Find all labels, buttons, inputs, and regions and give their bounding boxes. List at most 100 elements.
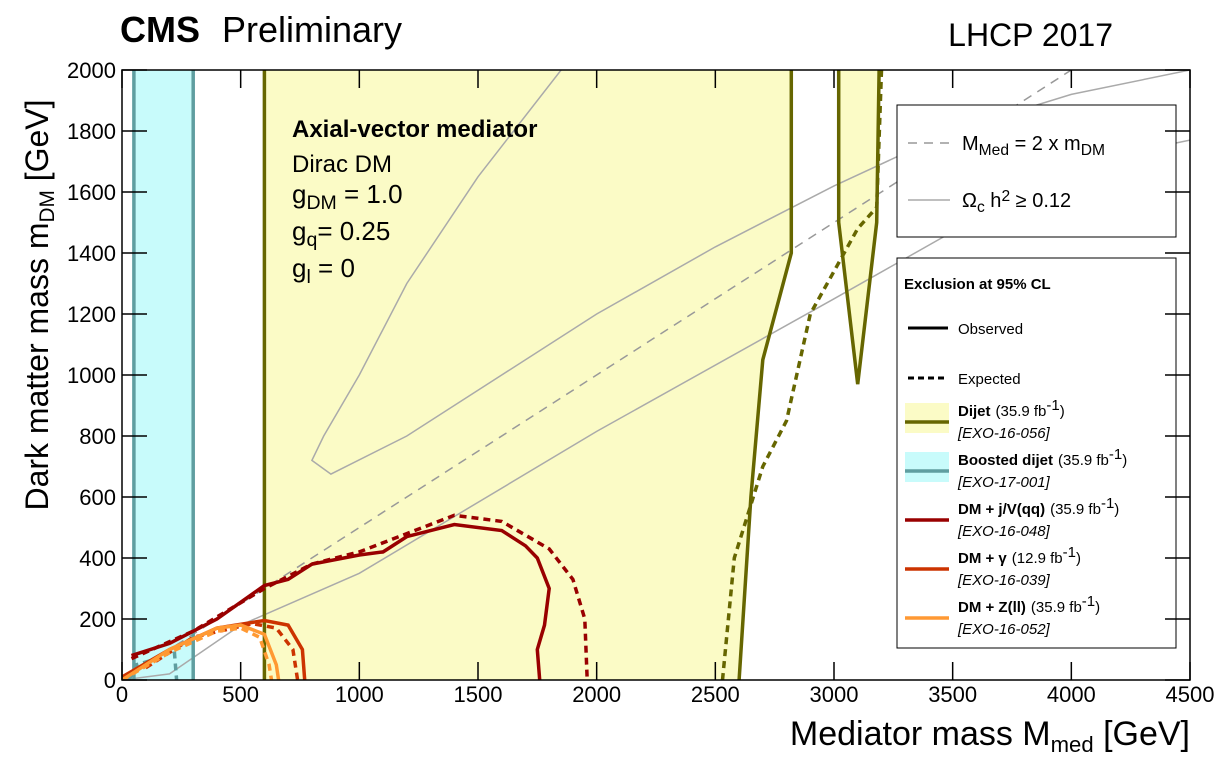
legend-label-part: h (985, 190, 1002, 212)
legend-lumi-close: ) (1122, 452, 1127, 469)
legend-ref: [EXO-16-052] (957, 621, 1051, 638)
legend-label: Observed (958, 321, 1023, 338)
legend-label: Boosted dijet (35.9 fb-1) (958, 446, 1127, 469)
coupling: gl = 0 (292, 253, 355, 288)
x-tick-label: 500 (222, 682, 259, 707)
legend-lumi: (12.9 fb (1012, 550, 1063, 567)
x-tick-label: 3500 (928, 682, 977, 707)
coupling-part: g (292, 216, 306, 246)
legend-label-part: Ω (962, 190, 977, 212)
x-tick-label: 0 (116, 682, 128, 707)
legend-lumi-close: ) (1076, 550, 1081, 567)
x-axis-title-part: [GeV] (1094, 715, 1190, 753)
coupling-part: g (292, 179, 306, 209)
coupling-part: = 0 (311, 253, 355, 283)
x-tick-label: 4500 (1166, 682, 1215, 707)
y-tick-label: 400 (79, 546, 116, 571)
conference: LHCP 2017 (948, 17, 1113, 53)
observed-contour (262, 70, 881, 680)
legend-ref: [EXO-16-039] (957, 572, 1051, 589)
status: Preliminary (222, 9, 402, 50)
y-tick-label: 1200 (67, 302, 116, 327)
y-axis-title-part: Dark matter mass m (19, 223, 55, 511)
x-axis-title-part: Mediator mass M (790, 715, 1051, 753)
y-tick-label: 1400 (67, 241, 116, 266)
legend-label: Expected (958, 371, 1021, 388)
legend-lumi-close: ) (1095, 599, 1100, 616)
x-tick-label: 4000 (1047, 682, 1096, 707)
observed-contour (122, 623, 281, 680)
coupling-part: = 1.0 (337, 179, 403, 209)
legend-lumi: (35.9 fb (996, 403, 1047, 420)
expected-contour (122, 626, 274, 680)
fill-layer (133, 70, 880, 680)
legend-swatch (905, 452, 949, 482)
annotation-title: Axial-vector mediator (292, 116, 537, 143)
coupling: gDM = 1.0 (292, 179, 403, 214)
legend-lumi-exp: -1 (1082, 593, 1095, 610)
x-axis-title: Mediator mass Mmed [GeV] (790, 715, 1190, 757)
legend-name: Boosted dijet (958, 452, 1053, 469)
legend-label-part: ≥ 0.12 (1010, 190, 1071, 212)
y-axis-title: Dark matter mass mDM [GeV] (19, 99, 59, 510)
y-tick-label: 2000 (67, 58, 116, 83)
legend-label: MMed = 2 x mDM (962, 133, 1105, 159)
legend-ref: [EXO-16-048] (957, 523, 1051, 540)
legend-lumi-exp: -1 (1101, 495, 1114, 512)
legend-label: Ωc h2 ≥ 0.12 (962, 188, 1071, 216)
legend-lumi-exp: -1 (1063, 544, 1076, 561)
expected-contour (720, 70, 884, 680)
legend-lumi: (35.9 fb (1050, 501, 1101, 518)
y-axis-title-part: DM (36, 190, 59, 222)
legend-label-part: c (977, 199, 985, 216)
legend-title: Exclusion at 95% CL (904, 276, 1051, 293)
x-axis-title-part: med (1051, 732, 1094, 757)
coupling-part: DM (306, 192, 336, 214)
legend-lumi-close: ) (1060, 403, 1065, 420)
legend-name: DM + γ (958, 550, 1007, 567)
exclusion-region (264, 70, 792, 680)
exclusion-region (133, 70, 194, 680)
reference-line (122, 70, 1072, 680)
x-tick-label: 2000 (572, 682, 621, 707)
legend-swatch (905, 403, 949, 433)
annotation-model: Dirac DM (292, 151, 392, 178)
coupling-part: l (306, 266, 310, 288)
legend-name: DM + j/V(qq) (958, 501, 1045, 518)
legend-label-part: 2 (1001, 188, 1010, 205)
legend-ref: [EXO-16-056] (957, 425, 1051, 442)
y-tick-label: 0 (104, 668, 116, 693)
legend-label: Dijet (35.9 fb-1) (958, 397, 1065, 420)
legend-label-part: DM (1081, 142, 1105, 159)
y-tick-label: 1600 (67, 180, 116, 205)
x-tick-label: 1000 (335, 682, 384, 707)
y-axis-title-part: [GeV] (19, 99, 55, 190)
legend-box (896, 104, 1177, 238)
legend-lumi-exp: -1 (1109, 446, 1122, 463)
legend-label: DM + γ (12.9 fb-1) (958, 544, 1081, 567)
y-tick-label: 1000 (67, 363, 116, 388)
coupling-part: g (292, 253, 306, 283)
observed-contour (130, 522, 551, 680)
coupling: gq= 0.25 (292, 216, 390, 251)
legend-ref: [EXO-17-001] (957, 474, 1051, 491)
legend-label: DM + Z(ll) (35.9 fb-1) (958, 593, 1100, 616)
coupling-part: q (306, 229, 317, 251)
coupling-part: = 0.25 (317, 216, 390, 246)
legend-name: DM + Z(ll) (958, 599, 1026, 616)
y-tick-label: 200 (79, 607, 116, 632)
legend-lumi-close: ) (1114, 501, 1119, 518)
legend-name: Dijet (958, 403, 991, 420)
x-tick-label: 2500 (691, 682, 740, 707)
y-tick-label: 800 (79, 424, 116, 449)
legend-lumi: (35.9 fb (1058, 452, 1109, 469)
expected-contour (144, 621, 300, 680)
legend-label-part: = 2 x m (1009, 133, 1081, 155)
legend-label: DM + j/V(qq) (35.9 fb-1) (958, 495, 1119, 518)
legend-lumi-exp: -1 (1046, 397, 1059, 414)
y-tick-label: 600 (79, 485, 116, 510)
exclusion-region (838, 70, 880, 385)
x-tick-label: 1500 (454, 682, 503, 707)
legend-label-part: M (962, 133, 979, 155)
